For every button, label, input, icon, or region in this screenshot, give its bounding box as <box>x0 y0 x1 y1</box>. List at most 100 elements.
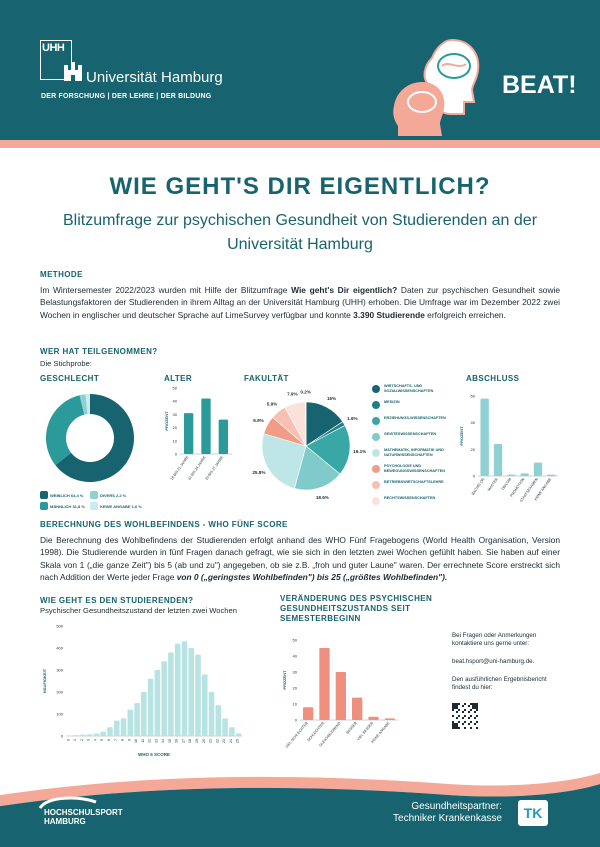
qr-cell <box>468 711 470 713</box>
contact-text: Bei Fragen oder Anmerkungen kontaktiere … <box>452 632 537 648</box>
faculty-legend-swatch <box>372 417 380 425</box>
faculty-slice-label: 0.2% <box>300 390 310 395</box>
qr-cell <box>456 711 458 713</box>
gender-slice <box>46 395 85 466</box>
bar <box>547 474 556 476</box>
x-tick-label: 7 <box>114 739 118 741</box>
x-tick-label: 25 <box>236 739 240 743</box>
faculty-legend-label: WIRTSCHAFTS- UND SOZIALWISSENSCHAFTEN <box>384 384 434 393</box>
page-title: WIE GEHT'S DIR EIGENTLICH? <box>109 173 491 200</box>
bar <box>100 731 107 736</box>
bar <box>507 474 516 476</box>
faculty-legend-item: WIRTSCHAFTS- UND SOZIALWISSENSCHAFTEN <box>372 384 452 398</box>
qr-cell <box>468 705 470 707</box>
x-tick-label: BESSER <box>345 721 358 735</box>
accent-strip <box>0 140 600 148</box>
method-paragraph: Im Wintersemester 2022/2023 wurden mit H… <box>40 285 561 320</box>
bar <box>384 718 395 720</box>
faculty-legend-item: MATHEMATIK, INFORMATIK UND NATURWISSENSC… <box>372 448 452 462</box>
y-tick-label: 50 <box>173 386 178 391</box>
y-tick-label: 40 <box>173 399 178 404</box>
qr-cell <box>476 703 478 705</box>
method-heading: METHODE <box>40 270 83 279</box>
bar <box>480 398 489 476</box>
qr-cell <box>462 705 464 707</box>
tk-logo: TK <box>518 800 548 826</box>
bar <box>188 648 195 736</box>
sample-intro: Die Stichprobe: <box>40 359 92 368</box>
x-tick-label: 21 <box>209 739 213 743</box>
gender-slice <box>85 394 90 415</box>
qr-cell <box>452 703 454 705</box>
y-tick-label: 300 <box>56 668 63 673</box>
qr-cell <box>452 715 454 717</box>
bar <box>80 734 86 736</box>
status-heading: WIE GEHT ES DEN STUDIERENDEN? <box>40 596 194 605</box>
footer-wave <box>0 773 600 847</box>
head-brain-illustration-icon <box>393 38 480 136</box>
qr-cell <box>476 707 478 709</box>
faculty-slice <box>305 401 307 447</box>
faculty-slice-label: 7.9% <box>287 391 297 396</box>
x-tick-label: 6 <box>107 739 111 741</box>
x-tick-label: 5 <box>100 739 104 741</box>
x-tick-label: 10 <box>134 739 138 743</box>
degree-heading: ABSCHLUSS <box>466 374 520 383</box>
qr-cell <box>476 727 478 729</box>
legend-swatch-male <box>40 502 48 510</box>
qr-cell <box>470 721 472 723</box>
sample-heading: WER HAT TEILGENOMMEN? <box>40 347 158 356</box>
faculty-legend-label: BETRIEBSWIRTSCHAFTSLEHRE <box>384 480 444 484</box>
qr-cell <box>452 727 454 729</box>
qr-cell <box>472 703 474 705</box>
faculty-legend: WIRTSCHAFTS- UND SOZIALWISSENSCHAFTEN MED… <box>372 384 452 514</box>
qr-cell <box>456 725 458 727</box>
y-tick-label: 30 <box>173 412 178 417</box>
bar <box>161 661 167 736</box>
y-tick-label: 10 <box>293 702 298 707</box>
qr-cell <box>462 723 464 725</box>
gender-donut-chart <box>46 394 135 482</box>
qr-cell <box>462 711 464 713</box>
x-tick-label: 14 <box>161 739 165 743</box>
qr-cell <box>470 727 472 729</box>
y-tick-label: 500 <box>56 624 63 629</box>
x-tick-label: 16 <box>175 739 179 743</box>
faculty-slice <box>294 445 341 491</box>
y-tick-label: 0 <box>175 452 178 457</box>
faculty-legend-swatch <box>372 497 380 505</box>
faculty-slice-label: 19.1% <box>353 449 366 454</box>
university-tagline: DER FORSCHUNG | DER LEHRE | DER BILDUNG <box>41 93 212 100</box>
bar <box>147 678 154 736</box>
faculty-legend-swatch <box>372 385 380 393</box>
faculty-legend-label: ERZIEHUNGS-WISSENSCHAFTEN <box>384 416 446 420</box>
qr-cell <box>464 727 466 729</box>
qr-cell <box>464 703 466 705</box>
x-tick-label: BACHELOR <box>471 477 486 496</box>
qr-cell <box>454 707 456 709</box>
who-heading: BERECHNUNG DES WOHLBEFINDENS - WHO FÜNF … <box>40 520 288 529</box>
x-tick-label: 12 <box>148 739 152 743</box>
qr-cell <box>456 705 458 707</box>
x-tick-label: 3 <box>87 739 91 741</box>
status-subheading: Psychischer Gesundheitszustand der letzt… <box>40 606 237 615</box>
x-tick-label: 2 <box>80 739 84 741</box>
qr-code-icon[interactable] <box>452 703 478 729</box>
faculty-slice <box>261 433 307 489</box>
bar <box>235 733 242 736</box>
y-tick-label: 50 <box>293 638 298 643</box>
qr-cell <box>452 709 454 711</box>
y-axis-label: PROZENT <box>282 670 287 690</box>
qr-cell <box>474 707 476 709</box>
x-tick-label: 17 <box>181 739 185 743</box>
y-tick-label: 20 <box>471 447 476 452</box>
faculty-legend-swatch <box>372 481 380 489</box>
qr-cell <box>454 727 456 729</box>
qr-cell <box>476 709 478 711</box>
bar <box>218 419 228 454</box>
contact-email[interactable]: beat.hsport@uni-hamburg.de. <box>452 658 535 665</box>
faculty-legend-label: MATHEMATIK, INFORMATIK UND NATURWISSENSC… <box>384 448 444 457</box>
bar <box>208 692 215 736</box>
page-subtitle: Blitzumfrage zur psychischen Gesundheit … <box>62 212 538 253</box>
bar <box>184 413 194 454</box>
